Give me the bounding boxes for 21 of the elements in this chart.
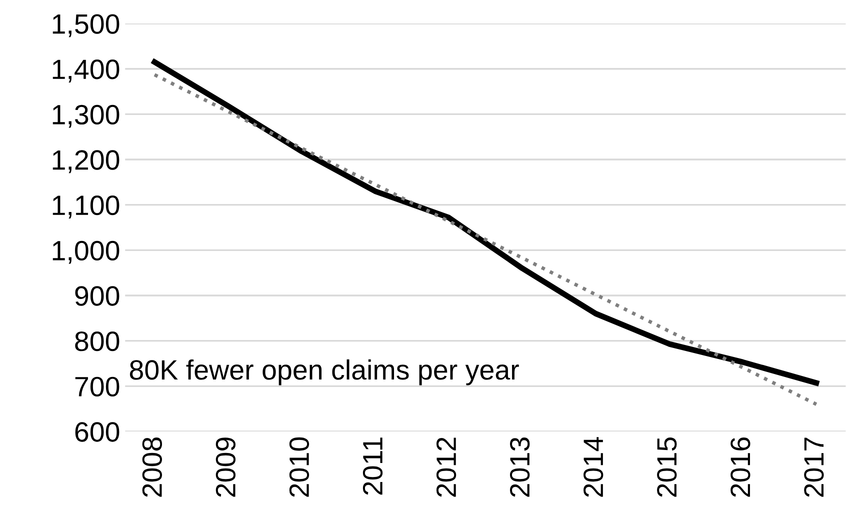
y-tick-label: 1,400 xyxy=(52,60,120,82)
y-tick-label: 700 xyxy=(75,376,120,396)
x-tick-label: 2017 xyxy=(804,438,824,497)
y-tick-label: 600 xyxy=(75,422,120,442)
x-tick-label: 2014 xyxy=(584,437,604,497)
y-tick-label: 1,500 xyxy=(52,14,120,38)
y-tick-label: 800 xyxy=(75,331,120,352)
x-tick-label: 2008 xyxy=(142,438,162,497)
x-tick-label: 2011 xyxy=(362,438,383,495)
y-tick-label: 1,300 xyxy=(52,104,120,128)
x-tick-label: 2012 xyxy=(436,438,456,497)
y-tick-label: 1,200 xyxy=(52,150,120,174)
y-tick-label: 1,000 xyxy=(52,240,120,264)
x-tick-label: 2016 xyxy=(730,438,750,497)
annotation: 80K fewer open claims per year xyxy=(130,359,519,386)
x-tick-label: 2015 xyxy=(657,437,677,497)
y-tick-label: 1,100 xyxy=(52,196,120,218)
y-tick-label: 900 xyxy=(75,286,120,306)
x-tick-label: 2013 xyxy=(510,438,530,497)
x-tick-label: 2010 xyxy=(289,437,310,497)
x-tick-label: 2009 xyxy=(216,438,236,497)
